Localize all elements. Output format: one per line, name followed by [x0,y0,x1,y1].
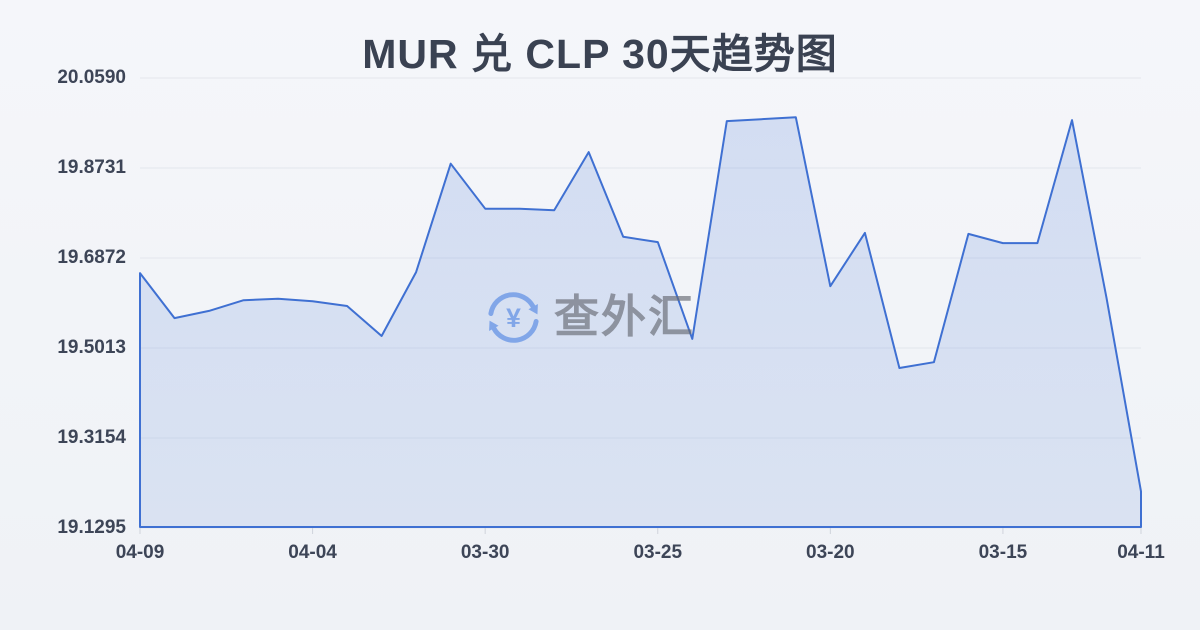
area-series [139,116,1142,528]
watermark-text: 查外汇 [554,291,696,342]
x-axis-label: 03-15 [978,542,1028,563]
y-axis-label: 19.5013 [57,337,126,358]
y-axis-label: 19.1295 [57,517,126,538]
x-axis-label: 04-11 [1117,542,1165,563]
x-axis-label: 03-30 [460,542,510,563]
y-axis-label: 19.3154 [57,427,126,448]
chart-title: MUR 兑 CLP 30天趋势图 [362,31,838,77]
arrowhead-icon [528,303,538,314]
yen-symbol: ¥ [506,302,521,332]
axis-ticks [139,528,1142,534]
currency-exchange-icon: ¥ [488,291,539,343]
y-axis-label: 20.0590 [57,67,126,88]
x-axis-label: 03-25 [633,542,683,563]
exchange-arrow-bottom [491,318,539,343]
arrowhead-icon [489,320,499,331]
y-axis-label: 19.8731 [57,157,126,178]
watermark: ¥ 查外汇 [484,287,695,347]
x-axis-label: 03-20 [806,542,855,563]
y-axis-label: 19.6872 [57,247,126,268]
exchange-arrow-top [488,291,536,316]
x-axis-label: 04-04 [288,542,337,563]
x-axis-label: 04-09 [115,542,165,563]
